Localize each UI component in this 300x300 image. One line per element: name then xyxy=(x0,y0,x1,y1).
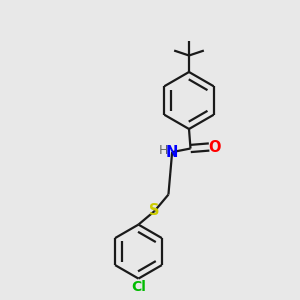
Text: Cl: Cl xyxy=(131,280,146,294)
Text: O: O xyxy=(208,140,221,154)
Text: H: H xyxy=(159,144,168,157)
Text: N: N xyxy=(165,145,178,160)
Text: S: S xyxy=(149,203,159,218)
